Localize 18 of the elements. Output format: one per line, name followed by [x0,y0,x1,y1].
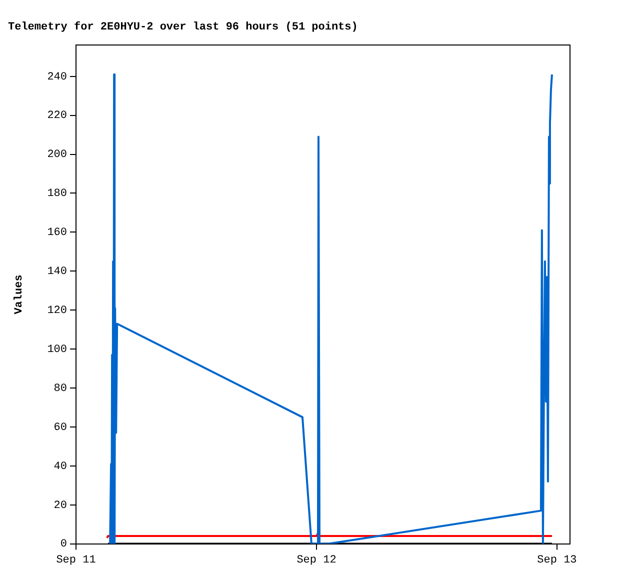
y-tick-label: 200 [47,149,67,162]
y-tick-label: 40 [54,460,67,473]
y-tick-label: 80 [54,382,67,395]
x-tick-label: Sep 11 [56,554,96,566]
y-tick-label: 60 [54,422,67,434]
chart-title: Telemetry for 2E0HYU-2 over last 96 hours (51 points) [8,20,358,34]
y-tick-label: 20 [54,500,67,512]
x-tick-label: Sep 13 [537,554,577,566]
y-tick-label: 120 [47,304,67,317]
y-tick-label: 140 [47,266,67,278]
y-tick-label: 180 [47,188,67,200]
y-axis-title: Values [13,274,26,314]
x-tick-label: Sep 12 [296,554,336,566]
y-tick-label: 0 [60,538,67,551]
y-tick-label: 240 [47,71,67,84]
y-tick-label: 100 [47,344,67,356]
y-tick-label: 160 [47,227,67,240]
y-tick-label: 220 [47,110,67,122]
